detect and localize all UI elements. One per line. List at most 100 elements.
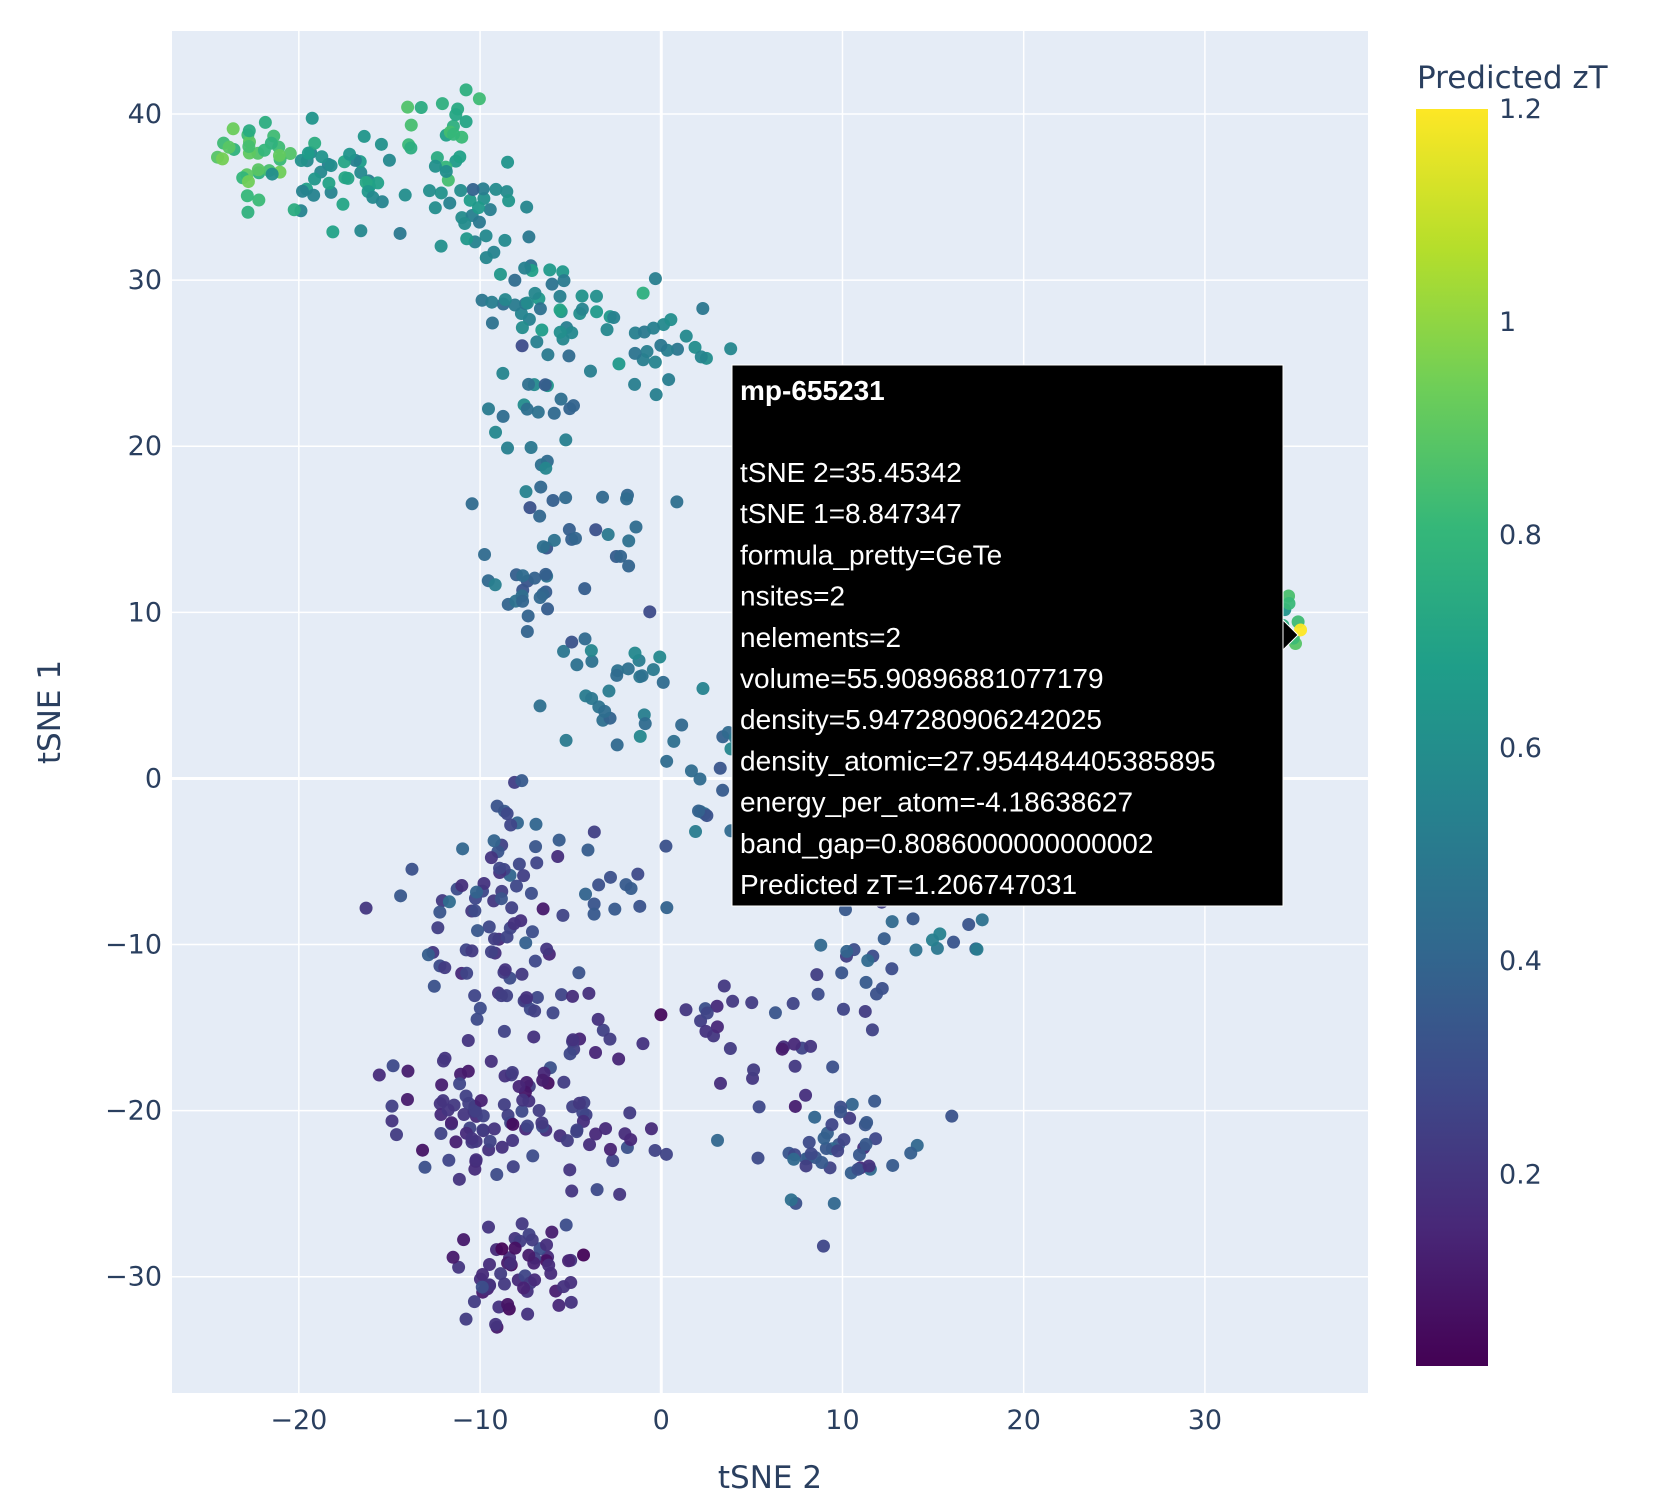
data-point[interactable] [583,364,597,378]
data-point[interactable] [515,774,529,788]
data-point[interactable] [442,895,456,909]
data-point[interactable] [496,366,510,380]
data-point[interactable] [825,1118,839,1132]
data-point[interactable] [222,140,236,154]
data-point[interactable] [463,193,477,207]
data-point[interactable] [547,533,561,547]
data-point[interactable] [522,377,536,391]
data-point[interactable] [909,943,923,957]
data-point[interactable] [614,549,628,563]
data-point[interactable] [501,1297,515,1311]
data-point[interactable] [506,1134,520,1148]
data-point[interactable] [553,303,567,317]
data-point[interactable] [713,1076,727,1090]
data-point[interactable] [427,979,441,993]
data-point[interactable] [401,100,415,114]
data-point[interactable] [565,635,579,649]
data-point[interactable] [241,205,255,219]
data-point[interactable] [401,1064,415,1078]
data-point[interactable] [835,966,849,980]
data-point[interactable] [394,889,408,903]
data-point[interactable] [589,523,603,537]
data-point[interactable] [466,183,480,197]
data-point[interactable] [505,1066,519,1080]
data-point[interactable] [473,1001,487,1015]
data-point[interactable] [454,184,468,198]
data-point[interactable] [590,1183,604,1197]
data-point[interactable] [815,1155,829,1169]
data-point[interactable] [515,1217,529,1231]
data-point[interactable] [528,286,542,300]
data-point[interactable] [799,1088,813,1102]
data-point[interactable] [439,164,453,178]
data-point[interactable] [717,979,731,993]
data-point[interactable] [435,97,449,111]
data-point[interactable] [418,1160,432,1174]
data-point[interactable] [587,897,601,911]
data-point[interactable] [631,867,645,881]
data-point[interactable] [612,357,626,371]
data-point[interactable] [443,196,457,210]
data-point[interactable] [962,917,976,931]
data-point[interactable] [475,293,489,307]
data-point[interactable] [552,833,566,847]
data-point[interactable] [457,1108,471,1122]
data-point[interactable] [502,194,516,208]
data-point[interactable] [456,842,470,856]
data-point[interactable] [519,485,533,499]
data-point[interactable] [515,1104,529,1118]
data-point[interactable] [441,1103,455,1117]
data-point[interactable] [710,1020,724,1034]
data-point[interactable] [434,1127,448,1141]
data-point[interactable] [556,908,570,922]
data-point[interactable] [301,146,315,160]
data-point[interactable] [479,251,493,265]
data-point[interactable] [559,1218,573,1232]
data-point[interactable] [508,1241,522,1255]
data-point[interactable] [498,293,512,307]
data-point[interactable] [575,302,589,316]
data-point[interactable] [494,1267,508,1281]
data-point[interactable] [393,226,407,240]
data-point[interactable] [833,1105,847,1119]
data-point[interactable] [648,355,662,369]
data-point[interactable] [628,377,642,391]
data-point[interactable] [538,378,552,392]
data-point[interactable] [434,239,448,253]
data-point[interactable] [241,175,255,189]
data-point[interactable] [525,925,539,939]
data-point[interactable] [711,1133,725,1147]
data-point[interactable] [504,818,518,832]
data-point[interactable] [461,1064,475,1078]
data-point[interactable] [521,609,535,623]
data-point[interactable] [472,215,486,229]
data-point[interactable] [566,989,580,1003]
data-point[interactable] [461,1033,475,1047]
data-point[interactable] [696,301,710,315]
data-point[interactable] [372,1068,386,1082]
data-point[interactable] [385,1099,399,1113]
data-point[interactable] [509,879,523,893]
data-point[interactable] [564,1295,578,1309]
data-point[interactable] [447,127,461,141]
data-point[interactable] [472,201,486,215]
data-point[interactable] [336,197,350,211]
data-point[interactable] [500,807,514,821]
data-point[interactable] [265,167,279,181]
data-point[interactable] [553,289,567,303]
data-point[interactable] [484,1054,498,1068]
data-point[interactable] [517,1281,531,1295]
data-point[interactable] [817,1131,831,1145]
data-point[interactable] [784,1193,798,1207]
data-point[interactable] [516,1093,530,1107]
data-point[interactable] [487,834,501,848]
data-point[interactable] [648,1143,662,1157]
data-point[interactable] [551,850,565,864]
data-point[interactable] [534,480,548,494]
data-point[interactable] [505,901,519,915]
data-point[interactable] [477,876,491,890]
data-point[interactable] [542,1258,556,1272]
data-point[interactable] [525,1233,539,1247]
data-point[interactable] [530,990,544,1004]
data-point[interactable] [587,907,601,921]
